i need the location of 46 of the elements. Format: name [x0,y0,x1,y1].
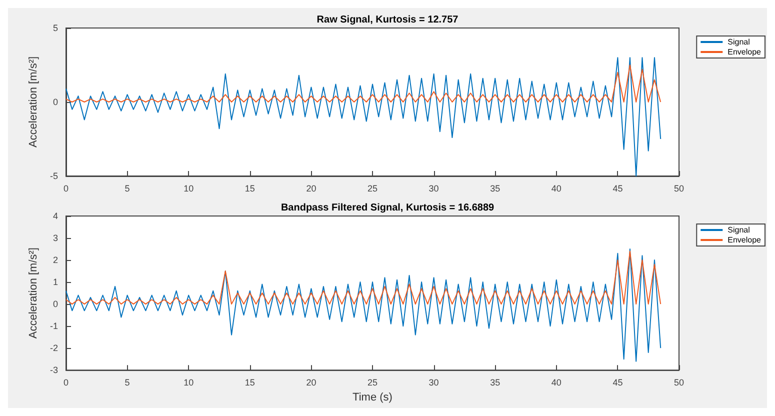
y-tick-label: 3 [52,233,58,244]
x-tick-label: 20 [306,378,316,388]
x-tick-label: 15 [244,184,255,194]
x-tick-label: 0 [63,378,69,388]
legend-label: Signal [728,38,750,46]
y-tick-label: 1 [52,277,58,288]
x-tick-label: 10 [184,378,194,388]
x-tick-label: 25 [367,184,378,194]
legend-label: Envelope [728,48,762,56]
y-tick-label: -2 [50,343,58,354]
chart-title: Bandpass Filtered Signal, Kurtosis = 16.6889 [280,202,495,214]
x-tick-label: 45 [612,378,623,388]
y-axis-title: Acceleration [m/s²] [28,248,40,339]
line-series [66,250,662,305]
y-tick-label: -1 [50,321,58,332]
x-tick-label: 20 [306,184,316,194]
y-axis-title: Acceleration [m/s²] [28,56,40,148]
line-series [66,57,662,176]
x-tick-label: 15 [244,378,255,388]
x-tick-label: 45 [612,184,623,194]
x-tick-label: 35 [490,378,500,388]
x-tick-label: 30 [428,184,439,194]
x-tick-label: 30 [428,378,439,388]
legend-label: Envelope [728,236,762,244]
x-tick-label: 10 [184,184,194,194]
y-tick-label: 0 [52,97,58,107]
x-tick-label: 40 [551,184,562,194]
y-tick-label: -3 [50,365,58,376]
line-series [66,248,662,362]
line-series [66,64,662,102]
x-axis-title: Time (s) [352,392,392,404]
x-tick-label: 50 [674,184,684,194]
x-tick-label: 40 [551,378,562,388]
y-tick-label: -5 [50,171,58,181]
x-tick-label: 35 [490,184,500,194]
y-tick-label: 0 [52,299,58,310]
y-tick-label: 5 [52,23,58,33]
chart-title: Raw Signal, Kurtosis = 12.757 [316,14,459,26]
y-tick-label: 4 [52,211,58,221]
x-tick-label: 5 [124,184,130,194]
y-tick-label: 2 [52,255,58,266]
x-tick-label: 25 [367,378,378,388]
x-tick-label: 0 [63,184,69,194]
x-tick-label: 50 [674,378,684,388]
legend-label: Signal [728,226,750,234]
x-tick-label: 5 [124,378,130,388]
